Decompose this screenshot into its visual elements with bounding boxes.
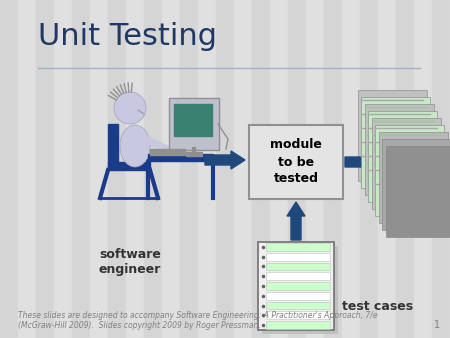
- Bar: [126, 0, 144, 338]
- Bar: [258, 242, 334, 330]
- Text: These slides are designed to accompany Software Engineering: A Practitioner's Ap: These slides are designed to accompany S…: [18, 311, 378, 330]
- Bar: [288, 0, 306, 338]
- FancyArrow shape: [287, 202, 305, 240]
- Text: module
to be
tested: module to be tested: [270, 139, 322, 186]
- Text: 1: 1: [434, 320, 440, 330]
- Bar: [270, 0, 288, 338]
- Bar: [234, 0, 252, 338]
- Text: Unit Testing: Unit Testing: [38, 22, 217, 51]
- Ellipse shape: [120, 125, 150, 167]
- Bar: [108, 0, 126, 338]
- FancyBboxPatch shape: [372, 118, 441, 209]
- Bar: [306, 0, 324, 338]
- FancyBboxPatch shape: [364, 103, 433, 194]
- Bar: [266, 321, 330, 329]
- FancyArrow shape: [345, 153, 383, 171]
- Bar: [0, 0, 18, 338]
- FancyBboxPatch shape: [169, 98, 219, 150]
- Bar: [266, 243, 330, 251]
- Bar: [266, 253, 330, 261]
- FancyBboxPatch shape: [357, 90, 427, 180]
- Bar: [266, 311, 330, 319]
- FancyBboxPatch shape: [386, 145, 450, 237]
- Bar: [162, 0, 180, 338]
- FancyArrow shape: [205, 151, 245, 169]
- Bar: [432, 0, 450, 338]
- Text: test cases: test cases: [342, 299, 413, 313]
- Bar: [36, 0, 54, 338]
- Bar: [262, 246, 338, 334]
- FancyBboxPatch shape: [368, 111, 437, 201]
- Bar: [90, 0, 108, 338]
- Bar: [198, 0, 216, 338]
- Bar: [266, 282, 330, 290]
- FancyBboxPatch shape: [382, 139, 450, 230]
- Bar: [360, 0, 378, 338]
- Bar: [342, 0, 360, 338]
- Bar: [54, 0, 72, 338]
- Bar: [396, 0, 414, 338]
- FancyBboxPatch shape: [378, 131, 447, 222]
- Bar: [266, 292, 330, 300]
- FancyBboxPatch shape: [375, 124, 444, 216]
- Bar: [266, 272, 330, 280]
- Bar: [72, 0, 90, 338]
- Bar: [18, 0, 36, 338]
- Bar: [150, 149, 185, 155]
- Bar: [108, 162, 150, 170]
- Circle shape: [114, 92, 146, 124]
- FancyBboxPatch shape: [361, 97, 430, 188]
- Bar: [186, 152, 202, 156]
- Bar: [266, 302, 330, 310]
- Bar: [174, 104, 212, 136]
- Bar: [216, 0, 234, 338]
- Bar: [144, 0, 162, 338]
- Bar: [414, 0, 432, 338]
- Bar: [108, 124, 118, 166]
- Bar: [180, 0, 198, 338]
- Bar: [148, 154, 213, 161]
- FancyBboxPatch shape: [249, 125, 343, 199]
- Bar: [324, 0, 342, 338]
- Bar: [252, 0, 270, 338]
- Bar: [378, 0, 396, 338]
- Text: software
engineer: software engineer: [99, 248, 161, 276]
- Bar: [266, 263, 330, 270]
